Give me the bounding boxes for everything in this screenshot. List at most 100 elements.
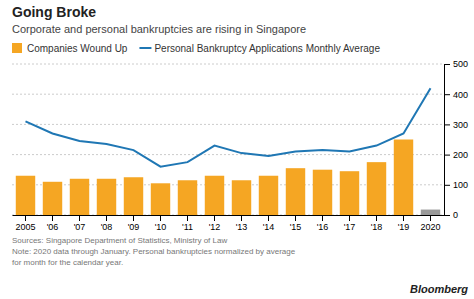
x-tick-mark: [268, 215, 269, 221]
x-tick: '06: [47, 215, 59, 232]
plot: 2005 '06 '07 '08 '09 '10 '11 '12 '13 '14 '15 '16 '17…: [12, 59, 468, 232]
y-tick: 300: [444, 120, 468, 130]
x-tick-label: '07: [74, 222, 86, 232]
x-tick: '19: [398, 215, 410, 232]
grid-line: [12, 94, 444, 95]
y-tick-label: 300: [453, 120, 468, 130]
x-tick: '09: [128, 215, 140, 232]
x-tick-label: '09: [128, 222, 140, 232]
y-tick-label: 500: [453, 59, 468, 69]
grid-line: [12, 64, 444, 65]
grid-line: [12, 154, 444, 155]
legend-swatch: [12, 43, 22, 53]
x-tick-mark: [403, 215, 404, 221]
bar: [340, 171, 359, 215]
bar: [367, 162, 386, 215]
x-tick-label: 2020: [420, 222, 440, 232]
marks: [16, 88, 440, 215]
x-tick-label: 2005: [15, 222, 35, 232]
x-tick: '07: [74, 215, 86, 232]
y-tick-mark: [444, 64, 450, 65]
x-tick-label: '19: [398, 222, 410, 232]
x-tick-mark: [52, 215, 53, 221]
x-tick-label: '18: [371, 222, 383, 232]
y-axis-line: [445, 65, 451, 216]
bar: [205, 176, 224, 215]
y-tick-label: 0: [453, 210, 458, 220]
x-tick: 2005: [15, 215, 35, 232]
x-tick-label: '08: [101, 222, 113, 232]
y-tick: 500: [444, 59, 468, 69]
x-tick: '18: [371, 215, 383, 232]
x-tick-mark: [430, 215, 431, 221]
bar: [421, 210, 440, 215]
bar: [43, 182, 62, 215]
x-tick-mark: [187, 215, 188, 221]
x-tick-label: '13: [236, 222, 248, 232]
y-tick: 200: [444, 150, 468, 160]
y-tick-mark: [444, 185, 450, 186]
y-tick: 0: [444, 210, 458, 220]
x-tick-mark: [25, 215, 26, 221]
x-tick-label: '15: [290, 222, 302, 232]
x-tick: '10: [155, 215, 167, 232]
bar: [394, 140, 413, 216]
x-tick-mark: [160, 215, 161, 221]
legend: Companies Wound Up Personal Bankruptcy Ap…: [12, 43, 380, 54]
chart: Going BrokeCorporate and personal bankru…: [0, 0, 474, 299]
y-tick: 100: [444, 180, 468, 190]
y-tick: 400: [444, 90, 468, 100]
x-tick-mark: [214, 215, 215, 221]
x-tick-mark: [295, 215, 296, 221]
x-tick-mark: [241, 215, 242, 221]
source-note: for month for the calendar year.: [12, 258, 123, 267]
source-note: Sources: Singapore Department of Statist…: [12, 236, 227, 245]
x-tick: '13: [236, 215, 248, 232]
x-tick: '11: [182, 215, 193, 232]
x-tick-label: '12: [209, 222, 221, 232]
bar: [70, 179, 89, 215]
x-axis-line: [13, 215, 445, 216]
bar: [178, 180, 197, 215]
legend-label: Companies Wound Up: [27, 43, 128, 54]
bar: [232, 180, 251, 215]
x-tick: '14: [263, 215, 275, 232]
line: [26, 88, 431, 167]
x-tick-label: '14: [263, 222, 275, 232]
bar: [151, 183, 170, 215]
x-tick-label: '10: [155, 222, 167, 232]
x-tick-label: '11: [182, 222, 193, 232]
x-tick-mark: [79, 215, 80, 221]
bar: [124, 177, 143, 215]
y-tick-label: 100: [453, 180, 468, 190]
bar: [97, 179, 116, 215]
y-tick-mark: [444, 94, 450, 95]
x-tick-label: '17: [344, 222, 356, 232]
bar: [259, 176, 278, 215]
bar: [313, 170, 332, 215]
y-tick-mark: [444, 215, 450, 216]
subtitle: Corporate and personal bankruptcies are …: [12, 23, 306, 35]
grid-line: [12, 124, 444, 125]
legend-item: Personal Bankruptcy Applications Monthly…: [139, 43, 380, 54]
brand: Bloomberg: [410, 283, 468, 295]
x-tick: 2020: [420, 215, 440, 232]
legend-swatch: [139, 47, 151, 49]
x-tick: '16: [317, 215, 329, 232]
x-tick-label: '16: [317, 222, 329, 232]
bar: [286, 168, 305, 215]
bar-series: [16, 140, 440, 216]
y-axis: 0 100 200 300 400 500: [444, 59, 468, 220]
legend-label: Personal Bankruptcy Applications Monthly…: [154, 43, 380, 54]
x-tick: '08: [101, 215, 113, 232]
legend-item: Companies Wound Up: [12, 43, 128, 54]
source-note: Note: 2020 data through January. Persona…: [12, 247, 296, 256]
x-axis: 2005 '06 '07 '08 '09 '10 '11 '12 '13 '14 '15 '16 '17…: [13, 215, 445, 232]
x-tick-label: '06: [47, 222, 59, 232]
x-tick-mark: [349, 215, 350, 221]
x-tick: '12: [209, 215, 221, 232]
y-tick-mark: [444, 124, 450, 125]
x-tick: '17: [344, 215, 356, 232]
y-tick-label: 200: [453, 150, 468, 160]
x-tick-mark: [106, 215, 107, 221]
